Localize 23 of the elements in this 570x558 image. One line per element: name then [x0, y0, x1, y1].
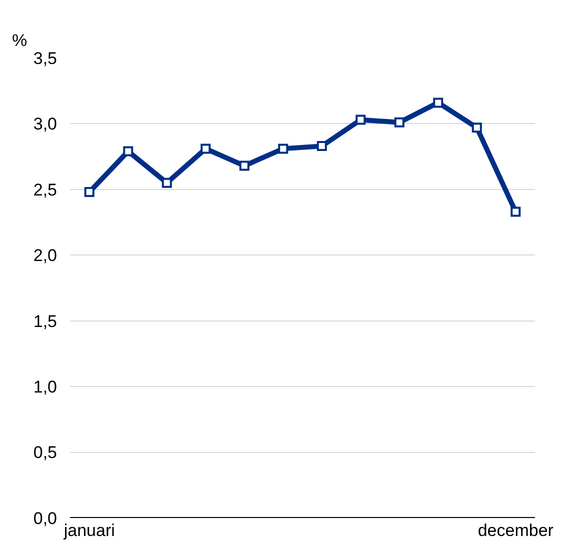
point [472, 122, 482, 133]
y-tick-label: 1,0 [33, 378, 57, 397]
y-tick-label: 0,0 [33, 508, 57, 528]
point [162, 178, 172, 188]
y-tick-label: 3,0 [33, 114, 57, 134]
point [123, 146, 134, 156]
x-tick-label: december [478, 521, 554, 540]
y-tick-label: 3,5 [33, 48, 57, 68]
y-tick-label: 2,0 [33, 246, 57, 266]
y-axis-title: % [12, 31, 28, 50]
y-tick-label: 2,5 [33, 180, 57, 200]
point [394, 117, 404, 128]
y-tick-label: 0,5 [33, 443, 57, 462]
x-tick-label: januari [62, 521, 115, 540]
point [84, 187, 94, 198]
point [356, 114, 366, 125]
point [433, 98, 444, 108]
point [278, 144, 288, 154]
y-tick-label: 1,5 [33, 312, 57, 331]
point [200, 144, 211, 154]
point [510, 206, 521, 217]
point [239, 160, 250, 171]
point [316, 141, 327, 152]
